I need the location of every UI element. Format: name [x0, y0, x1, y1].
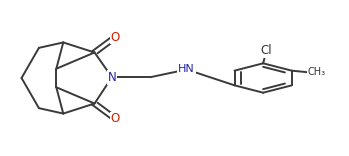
Text: CH₃: CH₃ — [307, 67, 326, 77]
Text: Cl: Cl — [261, 44, 273, 57]
Text: O: O — [111, 31, 120, 44]
Text: N: N — [107, 71, 116, 84]
Text: HN: HN — [178, 64, 195, 75]
Text: O: O — [111, 112, 120, 125]
